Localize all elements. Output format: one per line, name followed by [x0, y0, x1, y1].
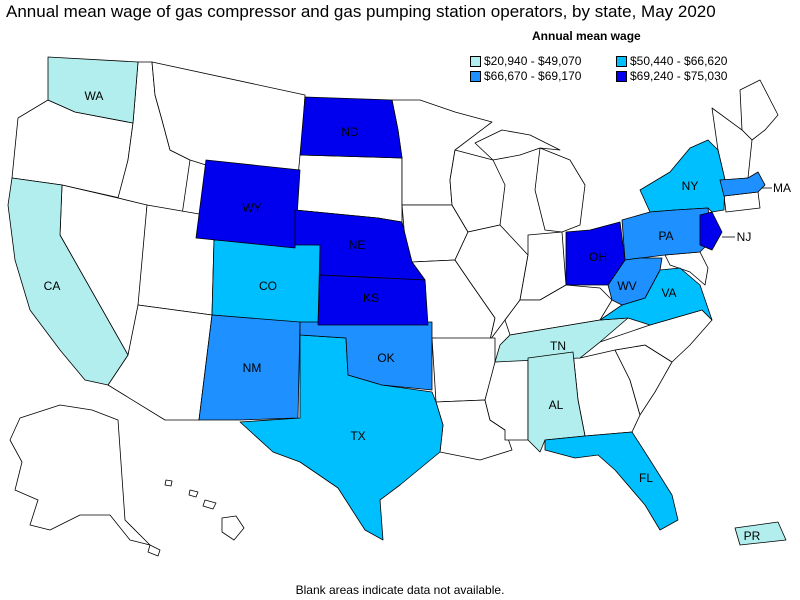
label-tn: TN [550, 339, 566, 353]
label-ks: KS [363, 291, 379, 305]
label-ma: MA [773, 181, 791, 195]
legend-item-tier4: $69,240 - $75,030 [616, 69, 727, 83]
label-wy: WY [242, 201, 261, 215]
state-mi [534, 147, 586, 233]
legend-label: $20,940 - $49,070 [484, 54, 582, 68]
label-wa: WA [85, 89, 104, 103]
label-ne: NE [349, 238, 366, 252]
legend-item-tier1: $20,940 - $49,070 [470, 54, 581, 68]
island-hi-1 [164, 479, 173, 487]
legend-label: $50,440 - $66,620 [630, 54, 728, 68]
legend-item-tier2: $50,440 - $66,620 [616, 54, 727, 68]
label-pa: PA [658, 229, 673, 243]
footnote: Blank areas indicate data not available. [295, 583, 505, 597]
state-mi-up [474, 129, 561, 161]
label-tx: TX [350, 429, 365, 443]
label-va: VA [661, 286, 676, 300]
state-wy [195, 159, 301, 249]
label-ca: CA [44, 279, 61, 293]
state-ok [299, 321, 433, 391]
state-hi [221, 515, 245, 541]
state-oh [565, 221, 626, 286]
label-wv: WV [617, 279, 636, 293]
island-hi-3 [202, 499, 217, 510]
legend-title: Annual mean wage [532, 29, 641, 43]
state-ks [317, 274, 429, 326]
label-pr: PR [744, 529, 761, 543]
state-nj [699, 211, 723, 251]
state-ca [7, 177, 129, 386]
state-il [454, 224, 529, 341]
legend-swatch [616, 70, 627, 82]
label-fl: FL [639, 471, 653, 485]
island-hi-2 [188, 489, 199, 498]
label-co: CO [259, 279, 277, 293]
state-me [739, 79, 779, 141]
state-nd [299, 96, 403, 159]
legend-swatch [616, 55, 627, 67]
state-wv [607, 257, 663, 306]
legend-label: $69,240 - $75,030 [630, 69, 728, 83]
state-wa [47, 56, 139, 124]
island-ak-1 [147, 544, 161, 557]
label-oh: OH [589, 250, 607, 264]
legend-item-tier3: $66,670 - $69,170 [470, 69, 581, 83]
state-fl [544, 431, 679, 531]
legend-swatch [470, 55, 481, 67]
map-title: Annual mean wage of gas compressor and g… [6, 2, 716, 21]
state-pr [734, 521, 787, 546]
label-ny: NY [682, 179, 699, 193]
legend-label: $66,670 - $69,170 [484, 69, 582, 83]
label-al: AL [549, 398, 564, 412]
state-ak [9, 404, 151, 546]
label-nj: NJ [737, 230, 752, 244]
state-ny [639, 139, 726, 213]
label-ok: OK [377, 351, 394, 365]
state-ma [719, 171, 766, 197]
label-nm: NM [243, 361, 262, 375]
legend-swatch [470, 70, 481, 82]
label-nd: ND [341, 125, 359, 139]
state-ar [431, 337, 496, 403]
